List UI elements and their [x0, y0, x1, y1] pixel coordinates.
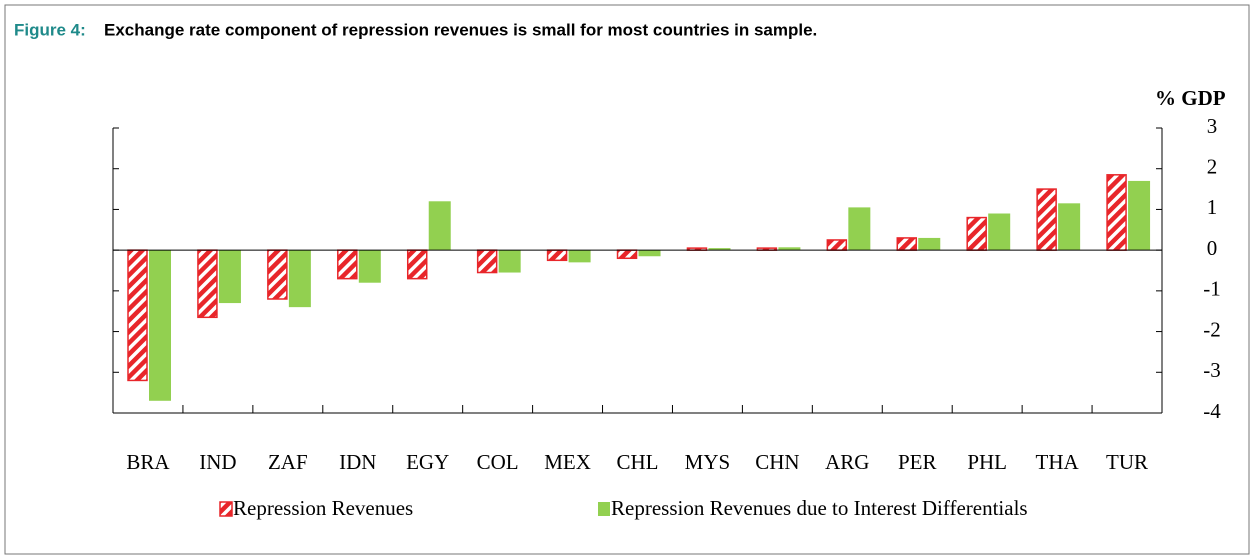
bar	[428, 201, 451, 251]
bar	[149, 250, 171, 401]
bar	[966, 216, 987, 251]
y-tick-label: 1	[1207, 195, 1218, 219]
y-tick-label: -3	[1203, 358, 1221, 382]
bar	[127, 249, 148, 382]
bar	[568, 250, 591, 263]
x-tick-label: MYS	[685, 450, 731, 474]
bar	[1106, 174, 1127, 251]
x-tick-label: EGY	[406, 450, 449, 474]
y-tick-label: 2	[1207, 155, 1218, 179]
x-tick-label: IND	[199, 450, 236, 474]
bar	[826, 239, 848, 251]
bar	[918, 237, 941, 251]
x-tick-label: MEX	[544, 450, 591, 474]
bar	[1128, 180, 1151, 251]
bar	[406, 249, 428, 280]
x-tick-label: CHN	[755, 450, 799, 474]
axis-label: % GDP	[1155, 86, 1226, 110]
x-tick-label: PHL	[967, 450, 1007, 474]
bar	[1058, 203, 1081, 251]
legend-swatch	[598, 502, 610, 516]
bar	[1036, 188, 1057, 251]
legend-swatch	[219, 501, 233, 517]
x-tick-label: BRA	[126, 450, 170, 474]
x-tick-label: IDN	[339, 450, 376, 474]
legend-label: Repression Revenues due to Interest Diff…	[611, 496, 1028, 520]
bar	[778, 247, 801, 251]
figure-label: Figure 4:	[14, 20, 86, 39]
bar	[218, 250, 241, 304]
bar	[358, 250, 381, 283]
frame	[4, 4, 1250, 555]
x-tick-label: ZAF	[268, 450, 308, 474]
x-tick-label: COL	[477, 450, 519, 474]
bar	[988, 213, 1011, 251]
x-tick-label: CHL	[617, 450, 659, 474]
y-tick-label: -2	[1203, 317, 1221, 341]
bar	[476, 249, 498, 274]
bar	[267, 249, 288, 300]
legend-label: Repression Revenues	[233, 496, 413, 520]
bar	[896, 237, 918, 251]
chart-title: Exchange rate component of repression re…	[104, 20, 817, 39]
bar	[546, 249, 568, 262]
bar	[708, 248, 731, 251]
y-tick-label: -1	[1203, 277, 1221, 301]
bar	[337, 249, 358, 280]
x-tick-label: ARG	[825, 450, 869, 474]
bar	[638, 250, 661, 257]
bar	[197, 249, 218, 319]
bar	[498, 250, 521, 273]
y-tick-label: -4	[1203, 399, 1221, 423]
x-tick-label: TUR	[1106, 450, 1148, 474]
bar	[288, 250, 311, 308]
y-tick-label: 0	[1207, 236, 1218, 260]
bar	[616, 249, 638, 260]
bar	[848, 207, 871, 251]
x-tick-label: PER	[898, 450, 937, 474]
y-tick-label: 3	[1207, 114, 1218, 138]
x-tick-label: THA	[1036, 450, 1080, 474]
